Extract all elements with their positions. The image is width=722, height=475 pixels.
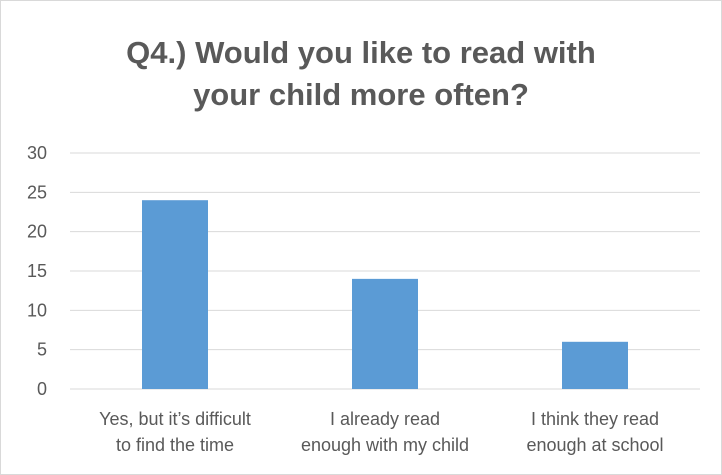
chart-title-line-2: your child more often?: [193, 77, 529, 112]
bar: [142, 200, 208, 389]
y-tick-label: 20: [27, 222, 47, 242]
y-tick-label: 0: [37, 379, 47, 399]
bar: [562, 341, 628, 389]
y-tick-label: 5: [37, 340, 47, 360]
y-tick-label: 30: [27, 143, 47, 163]
x-category-label: I think they read: [531, 409, 659, 429]
y-tick-label: 25: [27, 182, 47, 202]
x-category-label: Yes, but it’s difficult: [99, 409, 251, 429]
x-category-label: I already read: [330, 409, 440, 429]
chart-title-line-1: Q4.) Would you like to read with: [126, 35, 596, 70]
y-tick-label: 15: [27, 261, 47, 281]
chart-title: Q4.) Would you like to read with your ch…: [0, 32, 722, 116]
x-category-label: enough at school: [526, 435, 663, 455]
y-tick-label: 10: [27, 300, 47, 320]
x-category-label: enough with my child: [301, 435, 469, 455]
bar: [352, 278, 418, 389]
x-category-label: to find the time: [116, 435, 234, 455]
